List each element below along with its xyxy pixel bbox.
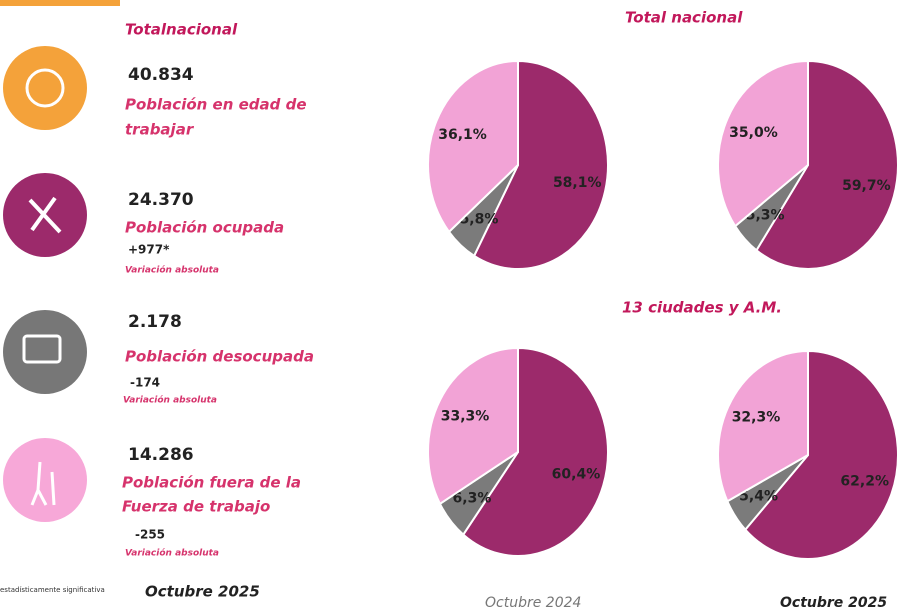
- pie-slice: [743, 349, 899, 560]
- panel-title: Totalnacional: [125, 21, 238, 39]
- icon-glyph: [25, 68, 65, 108]
- row-title: Total nacional: [625, 9, 743, 27]
- slice-label: 58,1%: [553, 175, 602, 191]
- pie-slice: [472, 59, 609, 270]
- stat-change: -174: [130, 376, 160, 390]
- stat-note: Variación absoluta: [125, 548, 219, 559]
- stat-label: trabajar: [125, 121, 195, 139]
- stat-label: Fuerza de trabajo: [122, 498, 270, 516]
- slice-label: 5,4%: [739, 489, 778, 505]
- slice-label: 33,3%: [441, 409, 490, 425]
- slice-label: 35,0%: [729, 125, 778, 141]
- stat-label: Población desocupada: [125, 348, 314, 366]
- stat-value: 40.834: [128, 65, 194, 85]
- stat-note: Variación absoluta: [125, 265, 219, 276]
- slice-label: 62,2%: [840, 474, 889, 490]
- stat-value: 14.286: [128, 445, 194, 465]
- pie-slice: [427, 59, 519, 234]
- slice-label: 36,1%: [438, 127, 487, 143]
- accent-bar: [0, 0, 120, 6]
- row-title: 13 ciudades y A.M.: [622, 299, 782, 317]
- column-label: Octubre 2024: [485, 595, 581, 611]
- slice-label: 32,3%: [732, 410, 781, 426]
- stat-label: Población en edad de: [125, 96, 307, 114]
- footnote: estadísticamente significativa: [0, 586, 105, 594]
- pie-slice: [717, 59, 809, 228]
- icon: [3, 46, 87, 130]
- icon-glyph: [28, 196, 62, 234]
- icon-glyph: [30, 461, 56, 506]
- icon: [3, 438, 87, 522]
- slice-label: 5,8%: [460, 211, 499, 227]
- icon: [3, 310, 87, 394]
- pie-slice: [461, 346, 609, 557]
- slice-label: 59,7%: [842, 178, 891, 194]
- slice-label: 60,4%: [552, 467, 601, 483]
- slice-label: 6,3%: [453, 491, 492, 507]
- slice-label: 5,3%: [746, 207, 785, 223]
- stat-label: Población fuera de la: [122, 474, 301, 492]
- stat-note: Variación absoluta: [123, 395, 217, 406]
- pie-slice: [755, 59, 899, 270]
- period: Octubre 2025: [145, 583, 260, 601]
- pie-slice: [717, 349, 809, 503]
- stat-change: -255: [135, 528, 165, 542]
- column-label: Octubre 2025: [780, 595, 887, 611]
- stat-label: Población ocupada: [125, 219, 284, 237]
- stat-value: 24.370: [128, 190, 194, 210]
- pie-slice: [427, 346, 519, 506]
- stat-value: 2.178: [128, 312, 182, 332]
- stat-change: +977*: [128, 243, 170, 257]
- icon-glyph: [22, 334, 62, 364]
